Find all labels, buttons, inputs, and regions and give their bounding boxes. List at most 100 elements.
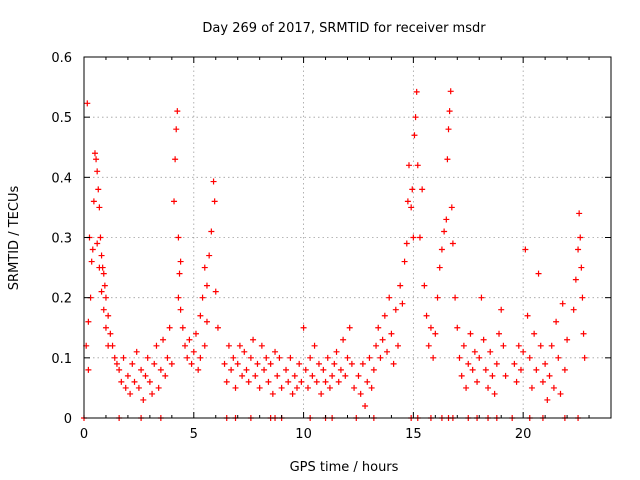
point-SRMTID-36 <box>127 390 134 397</box>
point-SRMTID-37 <box>129 360 136 367</box>
point-SRMTID-42 <box>140 396 147 403</box>
point-SRMTID-190 <box>444 156 451 163</box>
point-SRMTID-131 <box>322 378 329 385</box>
point-SRMTID-26 <box>100 306 107 313</box>
point-SRMTID-18 <box>111 354 118 361</box>
x-tick-label-4: 20 <box>515 427 532 442</box>
point-SRMTID-214 <box>491 390 498 397</box>
point-SRMTID-232 <box>537 342 544 349</box>
point-SRMTID-161 <box>390 360 397 367</box>
point-SRMTID-85 <box>175 294 182 301</box>
point-SRMTID-169 <box>405 162 412 169</box>
point-SRMTID-200 <box>460 342 467 349</box>
point-SRMTID-212 <box>487 348 494 355</box>
point-SRMTID-157 <box>381 312 388 319</box>
point-SRMTID-241 <box>557 390 564 397</box>
point-SRMTID-8 <box>96 204 103 211</box>
point-SRMTID-162 <box>392 306 399 313</box>
point-SRMTID-173 <box>411 132 418 139</box>
point-SRMTID-141 <box>344 354 351 361</box>
point-SRMTID-97 <box>245 378 252 385</box>
point-SRMTID-72 <box>199 294 206 301</box>
point-SRMTID-199 <box>458 372 465 379</box>
x-tick-label-1: 5 <box>190 427 198 442</box>
point-SRMTID-175 <box>413 88 420 95</box>
point-SRMTID-30 <box>85 366 92 373</box>
point-SRMTID-209 <box>480 336 487 343</box>
point-SRMTID-235 <box>544 396 551 403</box>
point-SRMTID-152 <box>370 366 377 373</box>
point-SRMTID-250 <box>578 264 585 271</box>
y-axis-label: SRMTID / TECUs <box>7 186 22 291</box>
point-SRMTID-43 <box>142 372 149 379</box>
point-SRMTID-234 <box>542 360 549 367</box>
point-SRMTID-83 <box>197 312 204 319</box>
point-SRMTID-49 <box>155 384 162 391</box>
y-tick-label-0: 0 <box>64 412 72 427</box>
point-SRMTID-170 <box>408 204 415 211</box>
point-SRMTID-40 <box>135 384 142 391</box>
point-SRMTID-53 <box>164 354 171 361</box>
point-SRMTID-118 <box>293 384 300 391</box>
point-SRMTID-93 <box>236 342 243 349</box>
point-SRMTID-9 <box>97 234 104 241</box>
point-SRMTID-204 <box>469 366 476 373</box>
point-SRMTID-55 <box>168 360 175 367</box>
point-SRMTID-147 <box>359 360 366 367</box>
point-SRMTID-191 <box>445 126 452 133</box>
point-SRMTID-34 <box>122 384 129 391</box>
grid-lines <box>84 57 611 418</box>
point-SRMTID-125 <box>309 372 316 379</box>
point-SRMTID-45 <box>146 378 153 385</box>
point-SRMTID-31 <box>116 366 123 373</box>
point-SRMTID-185 <box>434 294 441 301</box>
point-SRMTID-237 <box>548 342 555 349</box>
point-SRMTID-121 <box>300 324 307 331</box>
point-SRMTID-38 <box>131 378 138 385</box>
point-SRMTID-19 <box>113 360 120 367</box>
point-SRMTID-198 <box>456 354 463 361</box>
point-SRMTID-114 <box>285 378 292 385</box>
point-SRMTID-87 <box>223 378 230 385</box>
x-tick-label-2: 10 <box>295 427 312 442</box>
point-SRMTID-184 <box>432 330 439 337</box>
x-axis: 0 5 10 15 20 <box>80 57 590 442</box>
point-SRMTID-70 <box>195 366 202 373</box>
point-SRMTID-246 <box>572 276 579 283</box>
point-SRMTID-112 <box>278 384 285 391</box>
point-SRMTID-52 <box>162 372 169 379</box>
point-SRMTID-181 <box>425 342 432 349</box>
point-SRMTID-126 <box>311 342 318 349</box>
point-SRMTID-158 <box>384 348 391 355</box>
point-SRMTID-226 <box>524 312 531 319</box>
point-SRMTID-189 <box>443 216 450 223</box>
point-SRMTID-80 <box>214 324 221 331</box>
point-SRMTID-133 <box>326 384 333 391</box>
point-SRMTID-178 <box>419 186 426 193</box>
point-SRMTID-239 <box>553 318 560 325</box>
point-SRMTID-86 <box>221 360 228 367</box>
point-SRMTID-16 <box>107 330 114 337</box>
x-tick-label-0: 0 <box>80 427 88 442</box>
point-SRMTID-177 <box>416 234 423 241</box>
point-SRMTID-6 <box>94 168 101 175</box>
point-SRMTID-228 <box>528 384 535 391</box>
point-SRMTID-14 <box>102 294 109 301</box>
point-SRMTID-206 <box>474 378 481 385</box>
point-SRMTID-102 <box>256 384 263 391</box>
point-SRMTID-215 <box>493 360 500 367</box>
point-SRMTID-188 <box>441 228 448 235</box>
point-SRMTID-44 <box>144 354 151 361</box>
point-SRMTID-253 <box>581 354 588 361</box>
point-SRMTID-222 <box>515 342 522 349</box>
point-SRMTID-205 <box>471 348 478 355</box>
point-SRMTID-48 <box>153 342 160 349</box>
point-SRMTID-24 <box>96 264 103 271</box>
point-SRMTID-35 <box>124 372 131 379</box>
point-SRMTID-243 <box>561 366 568 373</box>
point-SRMTID-64 <box>182 342 189 349</box>
point-SRMTID-81 <box>201 342 208 349</box>
point-SRMTID-71 <box>197 354 204 361</box>
point-SRMTID-69 <box>192 330 199 337</box>
point-SRMTID-0 <box>84 100 91 107</box>
